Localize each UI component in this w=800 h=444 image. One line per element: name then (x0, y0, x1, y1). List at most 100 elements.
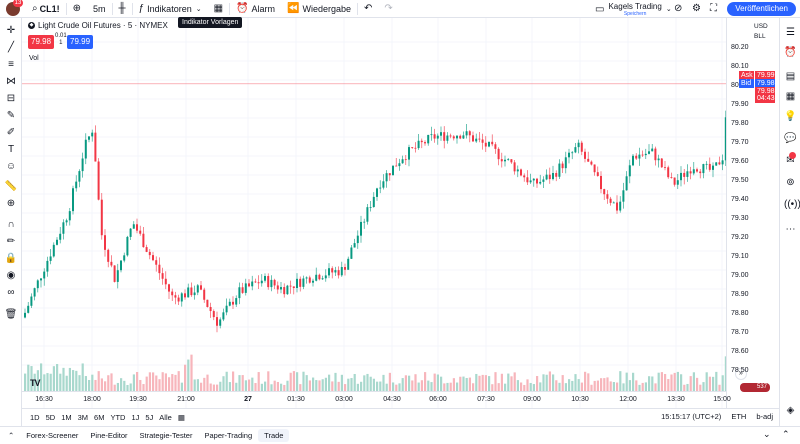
candle-body (363, 221, 366, 223)
bottom-tab-paper-trading[interactable]: Paper-Trading (204, 431, 253, 440)
volume-bar (171, 374, 174, 391)
fib-icon[interactable]: ≡ (8, 59, 14, 70)
candle-body (683, 172, 686, 177)
range-button-6m[interactable]: 6M (94, 412, 105, 422)
prediction-icon[interactable]: ⊟ (6, 93, 16, 104)
volume-bar (363, 375, 366, 391)
candle-body (24, 312, 26, 318)
volume-bar (475, 373, 478, 391)
range-button-1j[interactable]: 1J (131, 412, 140, 422)
more-icon[interactable]: ⋯ (785, 224, 796, 235)
candle-body (228, 301, 231, 306)
volume-bar (427, 380, 430, 391)
ideas-icon[interactable]: 💡 (784, 111, 797, 122)
compare-button[interactable]: ⊕ (67, 0, 87, 18)
fullscreen-button[interactable]: ⛶ (704, 0, 723, 18)
signal-icon[interactable]: ⊚ (786, 177, 795, 188)
range-button-1d[interactable]: 1D (30, 412, 40, 422)
adjust-toggle[interactable]: b-adj (756, 412, 773, 421)
calendar-icon[interactable]: ▦ (785, 91, 796, 102)
redo-button[interactable]: ↷ (378, 0, 398, 18)
notifications-icon[interactable]: ✉ (784, 152, 797, 167)
candle-body (139, 230, 142, 234)
alerts-icon[interactable]: ⏰ (784, 47, 797, 58)
volume-legend[interactable]: Vol (29, 55, 39, 62)
chart-canvas[interactable] (22, 18, 726, 408)
text-icon[interactable]: T (7, 144, 15, 155)
sell-button[interactable]: 79.98 (28, 35, 55, 49)
trendline-icon[interactable]: ╱ (7, 42, 15, 53)
brush-icon[interactable]: ✎ (6, 110, 16, 121)
candle-body (30, 296, 33, 306)
lock-icon[interactable]: 🔒 (4, 253, 18, 264)
price-scale[interactable]: 80.2080.1080.0079.9079.8079.7079.6079.50… (726, 18, 779, 408)
volume-bar (696, 377, 699, 391)
ruler-icon[interactable]: 📏 (4, 181, 18, 192)
indicators-button[interactable]: ƒ Indikatoren ⌄ (133, 0, 208, 18)
volume-bar (334, 372, 337, 391)
session-toggle[interactable]: ETH (731, 412, 747, 421)
magnet-icon[interactable]: ∩ (7, 219, 15, 230)
volume-bar (686, 383, 689, 391)
buy-button[interactable]: 79.99 (67, 35, 94, 49)
indicator-templates-button[interactable]: ▦ (208, 0, 229, 18)
currency-unit[interactable]: USD BLL (754, 22, 768, 42)
undo-button[interactable]: ↶ (358, 0, 378, 18)
eye-icon[interactable]: ◉ (6, 270, 16, 281)
publish-button[interactable]: Veröffentlichen (727, 2, 796, 16)
quick-search-button[interactable]: ⊘ (668, 0, 688, 18)
help-icon[interactable]: ◈ (786, 405, 795, 416)
trash-icon[interactable]: 🗑 (4, 309, 18, 320)
range-button-1m[interactable]: 1M (61, 412, 72, 422)
chart-type-button[interactable]: ╫ (113, 0, 132, 18)
collapse-icon[interactable]: ⌃ (8, 431, 15, 440)
volume-bar (664, 373, 667, 391)
bottom-tab-trade[interactable]: Trade (258, 429, 290, 442)
candle-body (612, 202, 615, 204)
candle-body (488, 141, 490, 147)
volume-bar (177, 371, 180, 391)
save-status[interactable]: Speichern (623, 10, 647, 17)
avatar[interactable]: 13 (6, 0, 23, 16)
crosshair-icon[interactable]: ✛ (6, 25, 16, 36)
replay-button[interactable]: ⏪ Wiedergabe (281, 0, 357, 18)
settings-button[interactable]: ⚙ (686, 0, 707, 18)
maximize-panel-icon[interactable]: ⌃ (782, 429, 790, 439)
pen-icon[interactable]: ✐ (6, 127, 16, 138)
scroll-to-realtime-button[interactable]: » (735, 368, 747, 380)
volume-bar (241, 375, 244, 391)
bottom-tab-pine-editor[interactable]: Pine-Editor (90, 431, 128, 440)
pattern-icon[interactable]: ⋈ (6, 76, 16, 87)
expand-panel-icon[interactable]: ⌄ (763, 429, 771, 439)
range-button-ytd[interactable]: YTD (110, 412, 126, 422)
clock[interactable]: 15:15:17 (UTC+2) (661, 412, 722, 421)
range-button-3m[interactable]: 3M (77, 412, 89, 422)
time-axis[interactable]: 16:30 18:00 19:30 21:00 27 01:30 03:00 04:30 06:… (22, 391, 731, 408)
bottom-tab-forex-screener[interactable]: Forex-Screener (26, 431, 79, 440)
chart-legend[interactable]: ◆ Light Crude Oil Futures · 5 · NYMEX (28, 21, 168, 30)
price-tick: 78.80 (731, 310, 749, 317)
news-icon[interactable]: ▤ (785, 71, 796, 82)
bottom-tab-strategie-tester[interactable]: Strategie-Tester (139, 431, 193, 440)
date-range-icon[interactable]: ▦ (177, 412, 185, 422)
link-icon[interactable]: ∞ (7, 287, 15, 298)
lock-drawing-icon[interactable]: ✏ (6, 236, 16, 247)
symbol-search-button[interactable]: ⌕ CL1! (26, 0, 66, 18)
volume-bar (318, 380, 321, 391)
volume-bar (536, 376, 539, 391)
emoji-icon[interactable]: ☺ (5, 161, 17, 172)
range-button-5j[interactable]: 5J (145, 412, 154, 422)
chat-icon[interactable]: 💬 (784, 133, 797, 144)
candle-body (158, 264, 161, 274)
interval-button[interactable]: 5m (93, 3, 106, 14)
symbol-title: Light Crude Oil Futures · 5 · NYMEX (38, 21, 168, 30)
range-button-alle[interactable]: Alle (159, 412, 172, 422)
layout-menu[interactable]: ▭ Kagels Trading Speichern ⌄ (595, 1, 672, 17)
volume-bar (187, 359, 190, 391)
zoom-in-icon[interactable]: ⊕ (6, 198, 16, 209)
range-button-5d[interactable]: 5D (45, 412, 56, 422)
layout-text: Kagels Trading Speichern (608, 2, 661, 17)
broadcast-icon[interactable]: ((•)) (784, 199, 800, 210)
alert-button[interactable]: ⏰ Alarm (230, 0, 281, 18)
watchlist-icon[interactable]: ☰ (786, 27, 795, 38)
